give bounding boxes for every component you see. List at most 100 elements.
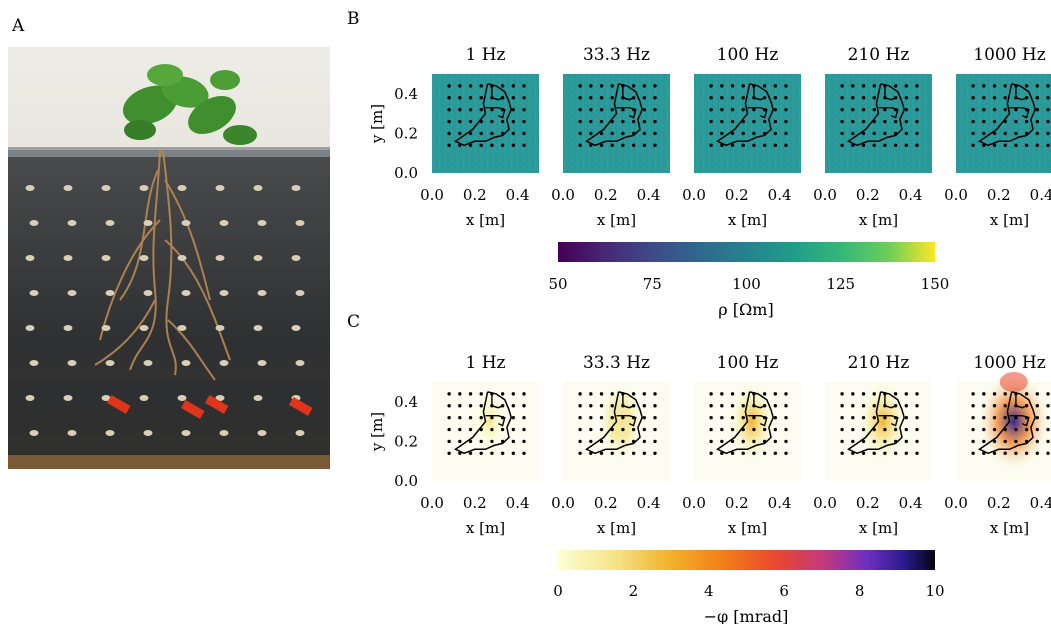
photo-electrode	[101, 395, 111, 401]
electrode-dot	[872, 107, 876, 112]
electrode-dot	[621, 107, 625, 112]
photo-electrode	[101, 185, 111, 191]
electrode-dot	[642, 96, 647, 100]
electrode-dot	[610, 143, 614, 147]
electrode-dot	[904, 439, 909, 444]
electrode-dot	[861, 427, 866, 432]
electrode-dot	[982, 131, 986, 136]
colorbar-tick-label: 125	[826, 275, 855, 293]
electrode-dot	[720, 107, 724, 112]
electrode-dot	[642, 119, 647, 124]
electrode-dot	[861, 451, 866, 455]
electrode-dot	[982, 96, 986, 100]
photo-electrode	[67, 360, 77, 366]
x-tick-label: 0.0	[682, 186, 706, 204]
electrode-dot	[1046, 404, 1050, 408]
electrode-dot	[610, 84, 614, 88]
electrode-dot	[642, 439, 647, 444]
electrode-dot	[490, 451, 494, 455]
electrode-dot	[522, 96, 526, 100]
electrode-dot	[784, 107, 788, 112]
electrode-dot	[720, 392, 724, 396]
electrode-dot	[653, 439, 657, 444]
phase-subplot: 210 Hz 0.0 0.2 0.4x [m]	[813, 353, 932, 537]
x-tick-label: 0.2	[725, 186, 749, 204]
electrode-dot	[653, 84, 657, 88]
panel-label-c: C	[347, 312, 360, 332]
electrode-dot	[458, 404, 462, 408]
electrode-dot	[883, 415, 887, 420]
photo-electrode	[63, 185, 73, 191]
colorbar-tick-label: 6	[779, 582, 789, 600]
electrode-dot	[992, 131, 997, 136]
photo-electrode	[219, 220, 229, 226]
photo-electrode	[219, 430, 229, 436]
resistivity-subplot: 33.3 Hz 0.0 0.2 0.4x [m]	[551, 45, 670, 229]
photo-electrode	[253, 325, 263, 331]
electrode-dot	[915, 404, 919, 408]
electrode-dot	[642, 131, 647, 136]
electrode-dot	[982, 404, 986, 408]
electrode-dot	[447, 143, 451, 147]
electrode-dot	[610, 107, 614, 112]
electrode-dot	[589, 96, 593, 100]
electrode-dot	[872, 84, 876, 88]
x-tick-label: 0.2	[594, 186, 618, 204]
electrode-dot	[1046, 439, 1050, 444]
electrode-dot	[490, 119, 494, 124]
electrode-dot	[631, 119, 636, 124]
x-tick-label: 0.2	[856, 494, 880, 512]
electrode-dot	[1046, 84, 1050, 88]
electrode-dot	[1046, 427, 1050, 432]
resistivity-field	[956, 74, 1051, 173]
electrode-dot	[992, 404, 997, 408]
electrode-dot	[1035, 119, 1040, 124]
electrode-dot	[872, 131, 876, 136]
electrode-dot	[1035, 451, 1040, 455]
electrode-dot	[589, 439, 593, 444]
photo-electrode	[219, 360, 229, 366]
x-tick-label: 0.4	[506, 186, 530, 204]
photo-electrode	[215, 255, 225, 261]
electrode-dot	[861, 96, 866, 100]
electrode-dot	[720, 119, 724, 124]
electrode-dot	[784, 427, 788, 432]
electrode-dot	[468, 84, 473, 88]
root-branch	[884, 393, 896, 409]
electrode-dot	[773, 451, 778, 455]
electrode-dot	[1003, 143, 1007, 147]
photo-electrode	[177, 325, 187, 331]
phase-subplot: 100 Hz 0.0 0.2 0.4x [m]	[682, 353, 801, 537]
electrode-dot	[730, 392, 735, 396]
electrode-dot	[752, 143, 756, 147]
resistivity-subplot: 1 Hz0.0 0.2 0.4x [m]0.00.20.4y [m]	[368, 45, 539, 229]
electrode-dot	[1046, 451, 1050, 455]
resistivity-frequency-title: 210 Hz	[848, 45, 910, 65]
colorbar-phase: 0 2 4 6 8 10 −φ [mrad]	[553, 550, 945, 624]
root-outline	[977, 391, 1036, 455]
electrode-dot	[458, 439, 462, 444]
electrode-dot	[642, 451, 647, 455]
colorbar-phase-bar	[558, 550, 935, 570]
electrode-dot	[992, 451, 997, 455]
electrode-dot	[762, 143, 767, 147]
electrode-dot	[1003, 439, 1007, 444]
resistivity-subplot: 1000 Hz 0.0 0.2 0.4x [m]	[944, 45, 1051, 229]
electrode-dot	[511, 107, 516, 112]
electrode-dot	[1024, 143, 1029, 147]
colorbar-tick-label: 10	[925, 582, 944, 600]
electrode-dot	[915, 451, 919, 455]
electrode-dot	[904, 404, 909, 408]
electrode-dot	[992, 143, 997, 147]
electrode-dot	[631, 427, 636, 432]
photo-electrode	[215, 185, 225, 191]
photo-electrodes	[25, 185, 305, 436]
electrode-dot	[599, 451, 604, 455]
x-tick-label: 0.4	[899, 186, 923, 204]
x-tick-label: 0.2	[594, 494, 618, 512]
electrode-dot	[468, 131, 473, 136]
photo-electrode	[101, 255, 111, 261]
electrode-dot	[1035, 404, 1040, 408]
electrode-dot	[784, 404, 788, 408]
electrode-dot	[709, 451, 713, 455]
